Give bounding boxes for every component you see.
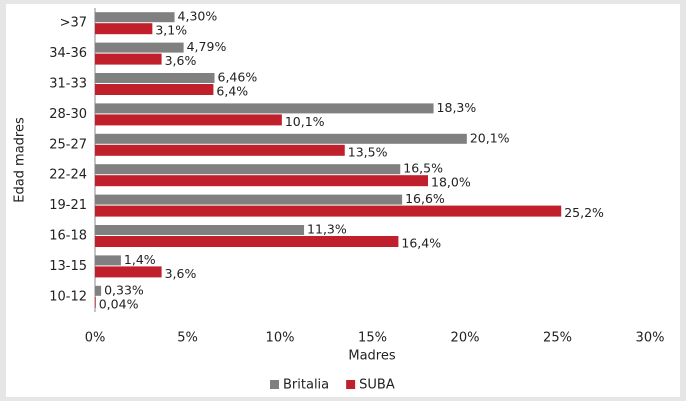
value-label: 1,4%	[124, 252, 156, 267]
bar	[95, 205, 562, 217]
x-tick-label: 15%	[358, 331, 387, 346]
value-label: 13,5%	[348, 144, 388, 159]
bar	[95, 225, 305, 235]
y-tick-label: 22-24	[49, 168, 87, 183]
value-label: 25,2%	[564, 205, 604, 220]
y-tick-label: 25-27	[49, 137, 87, 152]
value-label: 3,6%	[165, 266, 197, 281]
x-tick-label: 25%	[543, 331, 572, 346]
bar	[95, 144, 345, 156]
value-label: 6,4%	[216, 84, 248, 99]
y-tick-label: 13-15	[49, 259, 87, 274]
value-label: 11,3%	[307, 222, 347, 237]
bar	[95, 296, 96, 308]
legend-label: Britalia	[283, 378, 329, 393]
x-tick-label: 5%	[177, 331, 198, 346]
value-label: 3,6%	[165, 53, 197, 68]
y-tick-label: 16-18	[49, 229, 87, 244]
bar	[95, 42, 184, 53]
y-tick-label: 28-30	[49, 107, 87, 122]
y-tick-label: 19-21	[49, 198, 87, 213]
x-tick-label: 30%	[636, 331, 665, 346]
bar	[95, 266, 162, 278]
value-label: 18,3%	[437, 100, 477, 115]
x-tick-label: 0%	[85, 331, 106, 346]
y-axis-title: Edad madres	[13, 117, 28, 203]
value-label: 10,1%	[285, 114, 325, 129]
bar	[95, 285, 102, 296]
value-label: 6,46%	[218, 70, 258, 85]
x-tick-label: 20%	[451, 331, 480, 346]
value-label: 0,04%	[99, 296, 139, 311]
bar	[95, 103, 434, 114]
bar	[95, 114, 282, 126]
bar	[95, 53, 162, 65]
value-label: 0,33%	[104, 282, 144, 297]
legend-label: SUBA	[359, 378, 395, 393]
x-axis-title: Madres	[348, 349, 395, 364]
bar	[95, 255, 121, 266]
value-label: 16,6%	[405, 191, 445, 206]
y-tick-label: 31-33	[49, 77, 87, 92]
value-label: 18,0%	[431, 175, 471, 190]
bar	[95, 73, 215, 83]
value-label: 16,5%	[403, 161, 443, 176]
bar	[95, 194, 403, 205]
bar	[95, 12, 175, 23]
bar	[95, 84, 214, 95]
value-label: 4,79%	[187, 39, 227, 54]
value-label: 3,1%	[155, 23, 187, 38]
bar	[95, 236, 399, 247]
bar	[95, 23, 153, 35]
y-tick-label: 34-36	[49, 46, 87, 61]
y-tick-label: >37	[60, 16, 87, 31]
x-tick-label: 10%	[266, 331, 295, 346]
value-label: 20,1%	[470, 130, 510, 145]
bar	[95, 175, 428, 187]
bar	[95, 133, 467, 144]
legend-swatch	[270, 380, 279, 389]
value-label: 16,4%	[401, 236, 441, 251]
y-tick-label: 10-12	[49, 289, 87, 304]
value-label: 4,30%	[178, 9, 218, 24]
legend-swatch	[346, 380, 356, 389]
bar	[95, 164, 401, 175]
